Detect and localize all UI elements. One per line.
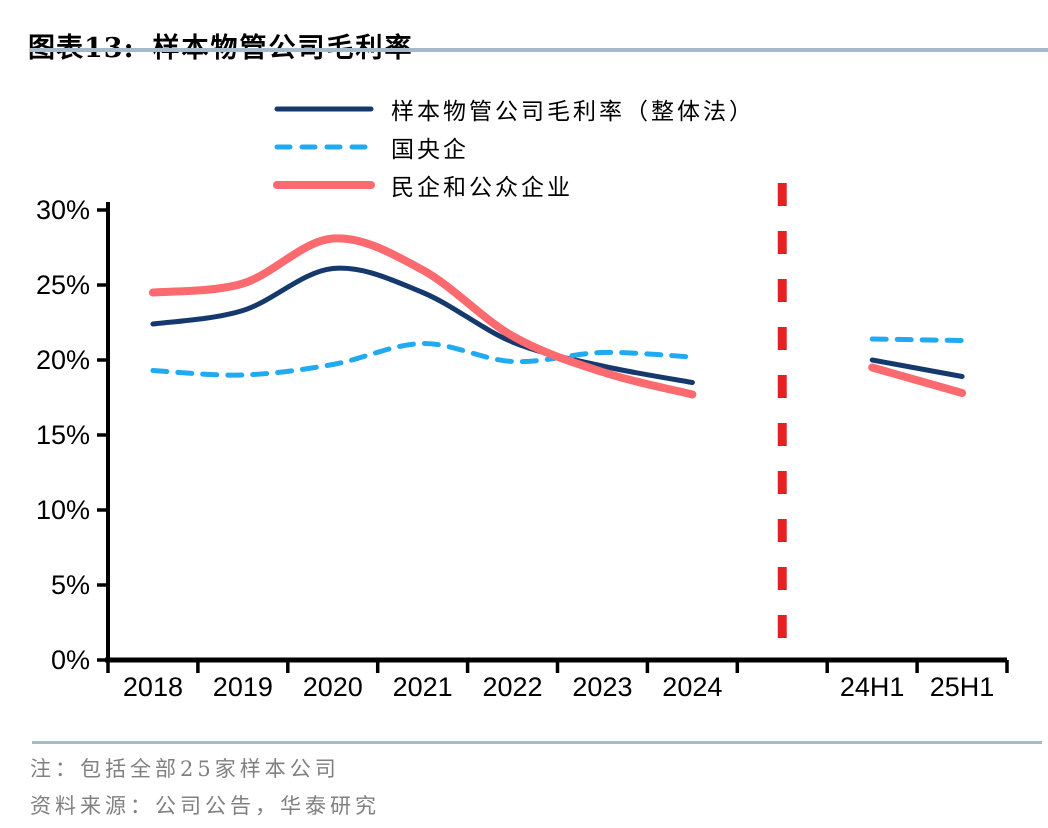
legend-label: 国央企 xyxy=(391,137,469,163)
y-axis-label: 10% xyxy=(36,495,90,525)
x-axis-label: 2021 xyxy=(393,672,453,702)
chart-note: 注：包括全部25家样本公司 xyxy=(30,757,340,781)
x-axis-label: 2020 xyxy=(303,672,363,702)
x-axis-label: 24H1 xyxy=(840,672,905,702)
y-axis-label: 15% xyxy=(36,420,90,450)
chart-source: 资料来源：公司公告，华泰研究 xyxy=(30,794,380,818)
y-axis-label: 30% xyxy=(36,195,90,225)
x-axis-label: 25H1 xyxy=(930,672,995,702)
series-line-1 xyxy=(150,340,695,378)
series-line-2 xyxy=(868,363,967,397)
legend-item-2: 民企和公众企业 xyxy=(273,170,755,201)
legend-label: 样本物管公司毛利率（整体法） xyxy=(391,99,755,125)
legend-label: 民企和公众企业 xyxy=(391,175,573,201)
legend-swatch-dashed-line-icon xyxy=(274,144,374,150)
footer-divider xyxy=(32,741,1042,744)
legend-item-0: 样本物管公司毛利率（整体法） xyxy=(273,94,755,125)
title-divider xyxy=(30,48,1048,52)
x-axis-label: 2022 xyxy=(483,672,543,702)
legend-item-1: 国央企 xyxy=(273,132,755,163)
x-axis-label: 2023 xyxy=(572,672,632,702)
y-axis-label: 20% xyxy=(36,345,90,375)
figure-title: 图表13: 样本物管公司毛利率 xyxy=(28,26,414,65)
legend-swatch-line-icon xyxy=(274,106,374,112)
series-line-0 xyxy=(869,357,965,379)
x-axis-label: 2019 xyxy=(213,672,273,702)
series-line-0 xyxy=(150,265,695,385)
y-axis-label: 0% xyxy=(51,645,90,675)
series-line-2 xyxy=(148,234,697,399)
x-axis-label: 2024 xyxy=(662,672,722,702)
series-line-1 xyxy=(869,336,965,343)
y-axis-label: 25% xyxy=(36,270,90,300)
legend-swatch-line-icon xyxy=(273,181,375,189)
y-axis-label: 5% xyxy=(51,570,90,600)
chart-legend: 样本物管公司毛利率（整体法） 国央企民企和公众企业 xyxy=(273,94,755,201)
x-axis-label: 2018 xyxy=(123,672,183,702)
